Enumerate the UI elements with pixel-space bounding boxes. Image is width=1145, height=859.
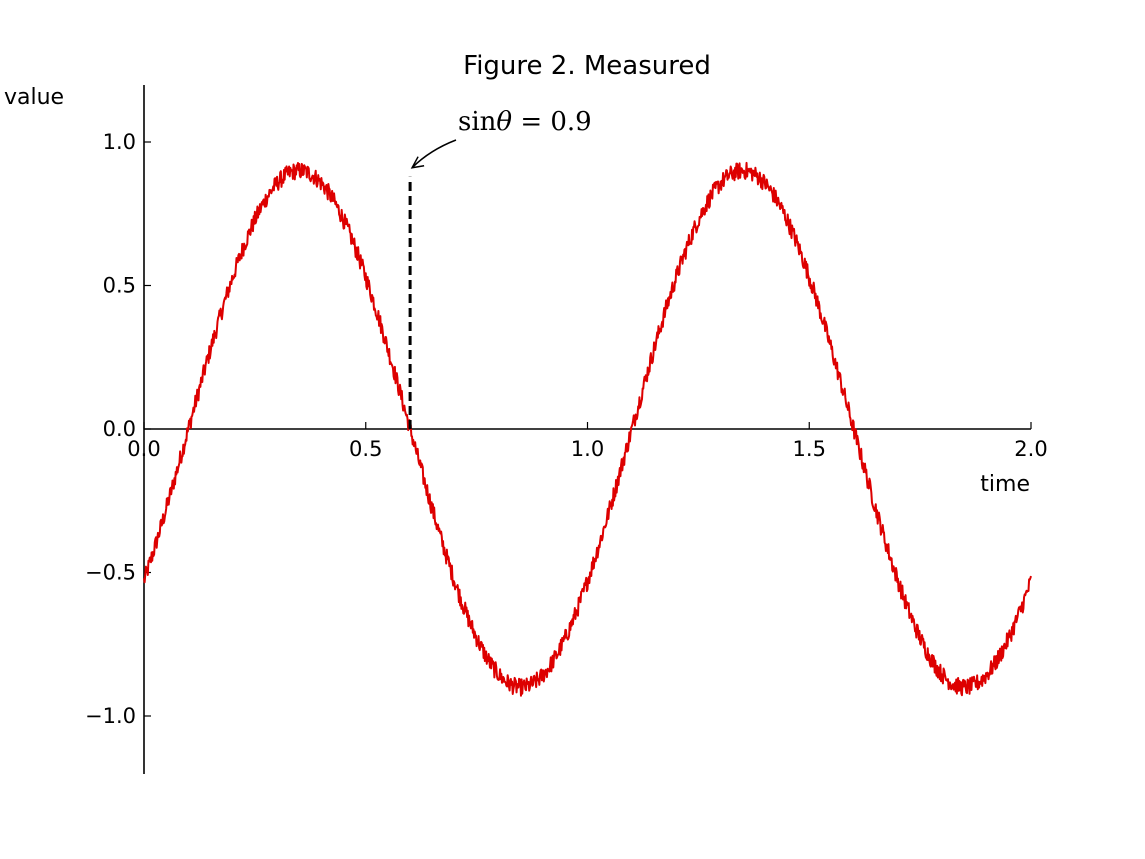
y-tick-label: 0.0 — [103, 417, 136, 441]
x-axis-label: time — [980, 472, 1030, 497]
y-axis-label: value — [4, 85, 64, 110]
y-tick-label: −1.0 — [85, 704, 136, 728]
annotation-theta: θ — [496, 107, 512, 137]
series-line — [143, 161, 1032, 697]
x-tick-label: 2.0 — [1014, 437, 1047, 461]
y-tick-label: 1.0 — [103, 130, 136, 154]
axis-ticks: 0.0 0.5 1.0 1.5 2.0 −1.0 −0.5 0.0 0.5 1.0 — [85, 130, 1048, 728]
y-tick-label: 0.5 — [103, 274, 136, 298]
y-tick-label: −0.5 — [85, 561, 136, 585]
chart-title: Figure 2. Measured — [463, 51, 711, 81]
annotation-label: sinθ = 0.9 — [458, 107, 592, 137]
x-tick-label: 1.0 — [571, 437, 604, 461]
x-tick-label: 0.0 — [127, 437, 160, 461]
annotation-arrowhead — [410, 156, 425, 169]
x-tick-label: 1.5 — [793, 437, 826, 461]
annotation-sin: sin — [458, 107, 497, 137]
annotation-arrow — [411, 139, 457, 169]
annotation-value: = 0.9 — [512, 107, 592, 137]
x-tick-label: 0.5 — [349, 437, 382, 461]
